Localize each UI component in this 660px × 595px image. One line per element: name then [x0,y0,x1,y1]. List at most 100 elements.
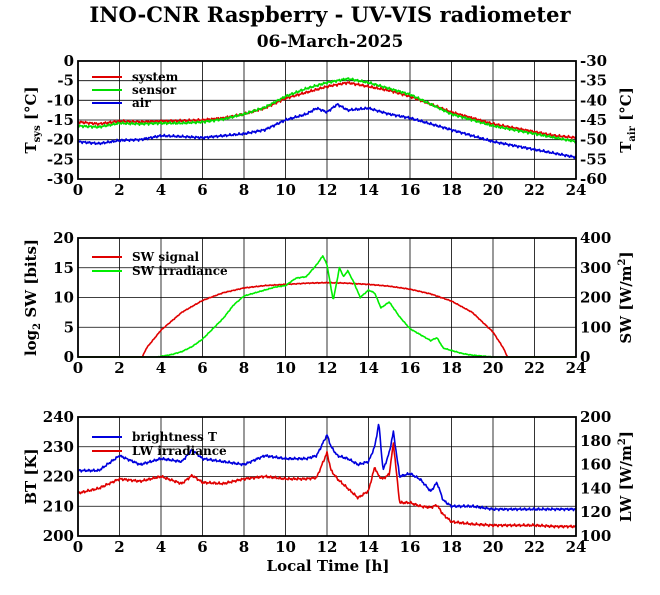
y-left-axis-label: BT [K] [22,448,40,504]
panel-shortwave: 0 2 4 6 8 10 12 14 16 18 20 22 240510152001002003004… [22,229,635,377]
y-right-tick-label: 180 [580,432,611,450]
y-left-tick-label: 5 [64,318,74,336]
series-line-air [77,103,577,160]
legend-label: sensor [132,83,177,97]
y-left-tick-label: 20 [53,229,74,247]
x-tick-label: 2 [114,359,124,377]
x-tick-label: 22 [524,359,545,377]
x-tick-label: 4 [156,359,166,377]
y-left-tick-label: -20 [47,131,74,149]
x-tick-label: 18 [441,181,462,199]
y-right-tick-label: 160 [580,456,611,474]
y-left-axis-label: Tsys [°C] [22,86,43,153]
y-right-tick-label: 300 [580,259,611,277]
y-right-tick-label: 120 [580,503,611,521]
x-tick-label: 22 [524,538,545,556]
x-tick-label: 4 [156,181,166,199]
x-tick-label: 0 [73,359,83,377]
x-tick-label: 12 [317,181,338,199]
y-right-tick-label: 100 [580,527,611,545]
x-tick-label: 6 [197,181,207,199]
y-right-axis-label: LW [W/m2] [617,431,635,522]
panel-longwave: 0 2 4 6 8 10 12 14 16 18 20 22 242002102202302401001… [22,408,635,556]
y-left-tick-label: 210 [43,497,74,515]
y-right-tick-label: -50 [580,131,607,149]
x-tick-label: 16 [400,359,421,377]
x-tick-label: 0 [73,538,83,556]
x-tick-label: 20 [483,359,504,377]
figure-title: INO-CNR Raspberry - UV-VIS radiometer [89,2,571,27]
x-tick-label: 24 [566,181,587,199]
x-tick-label: 24 [566,359,587,377]
legend-label: LW irradiance [132,444,227,458]
plot-frame [77,237,577,358]
panel-temperature: 0 2 4 6 8 10 12 14 16 18 20 22 240-5-10-15-20-25-30-… [22,52,638,199]
y-right-tick-label: -35 [580,72,607,90]
x-tick-label: 18 [441,359,462,377]
y-right-tick-label: -40 [580,91,607,109]
y-left-tick-label: -5 [57,72,74,90]
y-left-tick-label: -30 [47,170,74,188]
y-left-tick-label: 230 [43,438,74,456]
legend-label: system [132,70,179,84]
x-tick-label: 12 [317,538,338,556]
x-tick-label: 2 [114,181,124,199]
x-tick-label: 8 [239,359,249,377]
x-tick-label: 8 [239,181,249,199]
legend-label: air [132,96,151,110]
x-tick-label: 24 [566,538,587,556]
y-right-tick-label: 200 [580,289,611,307]
y-left-tick-label: -25 [47,150,74,168]
legend-label: SW irradiance [132,264,228,278]
x-tick-label: 14 [358,538,379,556]
figure-subtitle: 06-March-2025 [256,32,404,52]
y-left-tick-label: -10 [47,91,74,109]
x-tick-label: 12 [317,359,338,377]
x-tick-label: 16 [400,181,421,199]
y-right-axis-label: Tair [°C] [617,87,638,153]
x-tick-label: 18 [441,538,462,556]
y-left-tick-label: 0 [64,52,74,70]
y-right-tick-label: -45 [580,111,607,129]
y-right-tick-label: 100 [580,318,611,336]
plot-frame [77,60,577,180]
y-right-tick-label: 140 [580,479,611,497]
y-left-tick-label: -15 [47,111,74,129]
x-axis-label: Local Time [h] [267,557,390,575]
y-right-tick-label: 400 [580,229,611,247]
x-tick-label: 6 [197,359,207,377]
y-left-tick-label: 240 [43,408,74,426]
x-tick-label: 6 [197,538,207,556]
x-tick-label: 10 [275,181,296,199]
y-right-tick-label: -55 [580,150,607,168]
x-tick-label: 14 [358,181,379,199]
x-tick-label: 8 [239,538,249,556]
series-line-sensor [77,77,577,144]
series-line-brightness-t [77,423,577,512]
y-left-tick-label: 10 [53,289,74,307]
y-right-axis-label: SW [W/m2] [617,251,635,343]
x-tick-label: 10 [275,538,296,556]
y-right-tick-label: 0 [580,348,590,366]
y-left-tick-label: 220 [43,468,74,486]
series-line-lw-irradiance [77,442,577,529]
x-tick-label: 22 [524,181,545,199]
x-tick-label: 16 [400,538,421,556]
legend-label: SW signal [132,250,200,264]
y-right-tick-label: -30 [580,52,607,70]
series-line-sw-signal [78,281,577,358]
x-tick-label: 14 [358,359,379,377]
x-tick-label: 10 [275,359,296,377]
y-left-tick-label: 0 [64,348,74,366]
y-right-tick-label: -60 [580,170,607,188]
x-tick-label: 20 [483,181,504,199]
legend-label: brightness T [132,430,217,444]
plot-frame [77,416,577,537]
y-left-axis-label: log2 SW [bits] [22,239,43,356]
y-right-tick-label: 200 [580,408,611,426]
x-tick-label: 0 [73,181,83,199]
x-tick-label: 4 [156,538,166,556]
x-tick-label: 20 [483,538,504,556]
y-left-tick-label: 15 [53,259,74,277]
